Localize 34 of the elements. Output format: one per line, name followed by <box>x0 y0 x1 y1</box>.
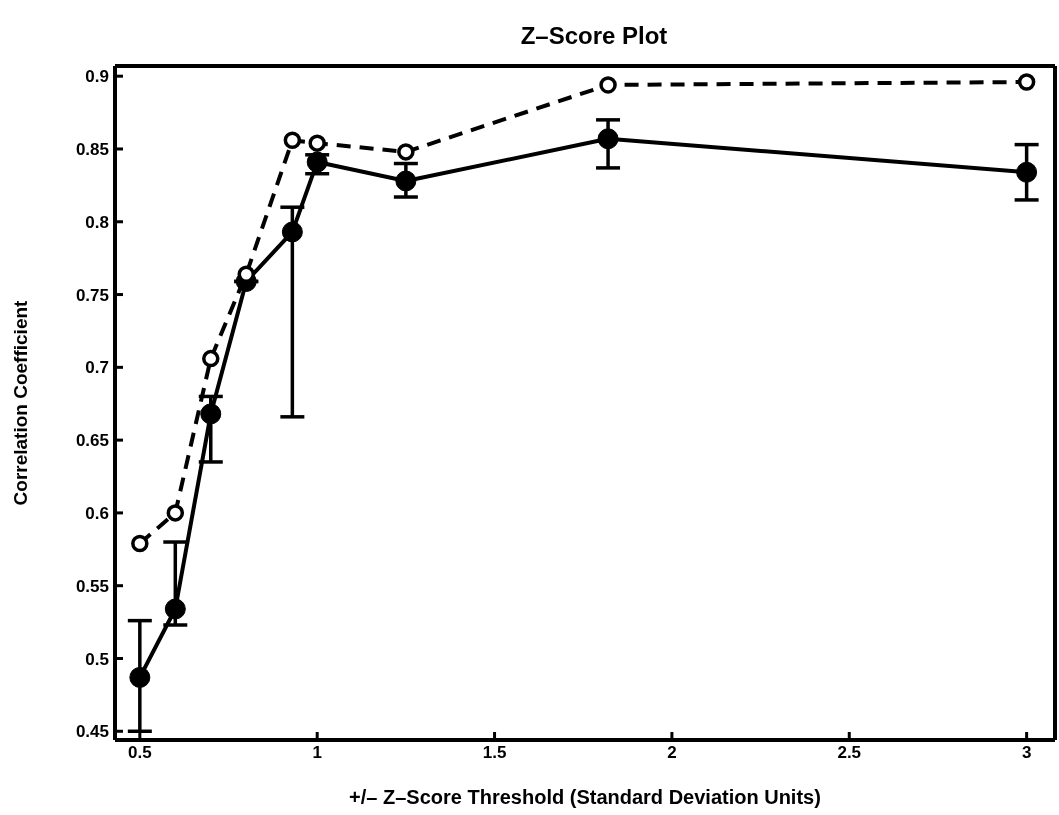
y-tick-label: 0.85 <box>75 140 109 160</box>
point <box>1017 73 1036 91</box>
x-tick-label: 3 <box>1021 743 1032 763</box>
point <box>202 349 220 368</box>
y-tick-label: 0.45 <box>75 722 109 742</box>
x-tick-label: 1 <box>312 743 322 763</box>
y-tick-label: 0.75 <box>75 285 109 305</box>
point <box>283 131 302 149</box>
x-tick-label: 2.5 <box>837 743 862 763</box>
chart-title: Z–Score Plot <box>520 22 668 49</box>
point <box>397 143 415 161</box>
x-axis-title: +/– Z–Score Threshold (Standard Deviation Units) <box>349 786 821 808</box>
y-tick-label: 0.5 <box>85 649 109 669</box>
y-tick-label: 0.65 <box>75 431 109 451</box>
point <box>281 221 303 243</box>
point <box>166 504 185 522</box>
y-tick-label: 0.8 <box>85 212 109 232</box>
point <box>1016 161 1038 183</box>
x-tick-label: 1.5 <box>482 743 507 763</box>
point <box>395 170 417 192</box>
y-tick-label: 0.55 <box>75 576 109 596</box>
point <box>308 134 326 152</box>
point <box>597 128 619 150</box>
point <box>131 534 149 553</box>
point <box>599 76 617 94</box>
y-axis-title: Correlation Coefficient <box>9 299 31 506</box>
point <box>164 598 186 620</box>
point <box>200 403 222 425</box>
point <box>129 666 151 688</box>
y-tick-label: 0.9 <box>85 67 109 87</box>
x-tick-label: 0.5 <box>128 743 152 763</box>
y-tick-label: 0.7 <box>85 358 109 378</box>
y-tick-label: 0.6 <box>85 503 109 523</box>
x-tick-label: 2 <box>667 743 677 763</box>
